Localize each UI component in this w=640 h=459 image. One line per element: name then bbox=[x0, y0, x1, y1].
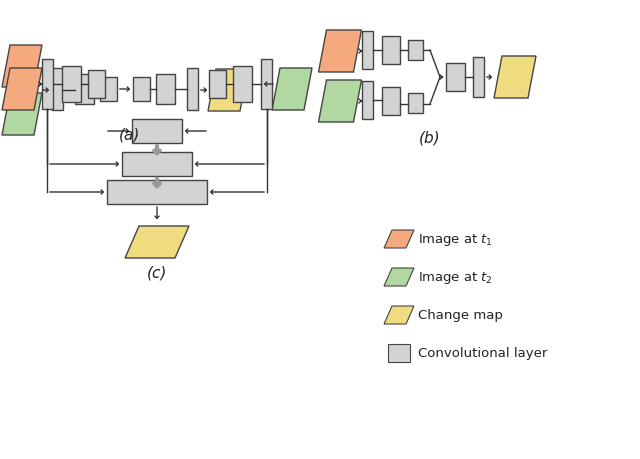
Bar bbox=[382, 88, 400, 116]
Polygon shape bbox=[494, 57, 536, 99]
Text: Change map: Change map bbox=[418, 309, 503, 322]
Text: (a): (a) bbox=[119, 127, 141, 142]
Bar bbox=[473, 58, 484, 98]
Polygon shape bbox=[2, 46, 42, 88]
Polygon shape bbox=[319, 31, 362, 73]
Polygon shape bbox=[384, 306, 414, 325]
Bar bbox=[233, 67, 252, 103]
Polygon shape bbox=[384, 269, 414, 286]
Text: Image at $t_1$: Image at $t_1$ bbox=[418, 231, 493, 247]
Text: Convolutional layer: Convolutional layer bbox=[418, 347, 547, 360]
Bar bbox=[62, 67, 81, 103]
Polygon shape bbox=[208, 70, 248, 112]
Polygon shape bbox=[272, 69, 312, 111]
Polygon shape bbox=[319, 81, 362, 123]
Polygon shape bbox=[2, 94, 42, 136]
Bar bbox=[388, 344, 410, 362]
Bar bbox=[362, 32, 373, 70]
Bar bbox=[408, 94, 423, 114]
Bar bbox=[408, 41, 423, 61]
Bar bbox=[187, 69, 198, 111]
Bar bbox=[382, 37, 400, 65]
Bar bbox=[156, 75, 175, 105]
Bar bbox=[107, 180, 207, 205]
Bar bbox=[446, 64, 465, 92]
Bar bbox=[209, 71, 226, 99]
Polygon shape bbox=[384, 230, 414, 248]
Bar bbox=[133, 78, 150, 102]
Text: Image at $t_2$: Image at $t_2$ bbox=[418, 269, 493, 285]
Bar bbox=[122, 153, 192, 177]
Polygon shape bbox=[2, 69, 42, 111]
Bar bbox=[362, 82, 373, 120]
Bar bbox=[52, 69, 63, 111]
Text: (b): (b) bbox=[419, 130, 441, 145]
Bar bbox=[261, 60, 272, 110]
Polygon shape bbox=[125, 226, 189, 258]
Text: (c): (c) bbox=[147, 265, 167, 280]
Bar bbox=[42, 60, 53, 110]
Bar bbox=[100, 78, 117, 102]
Bar bbox=[132, 120, 182, 144]
Bar bbox=[75, 75, 94, 105]
Bar bbox=[88, 71, 105, 99]
